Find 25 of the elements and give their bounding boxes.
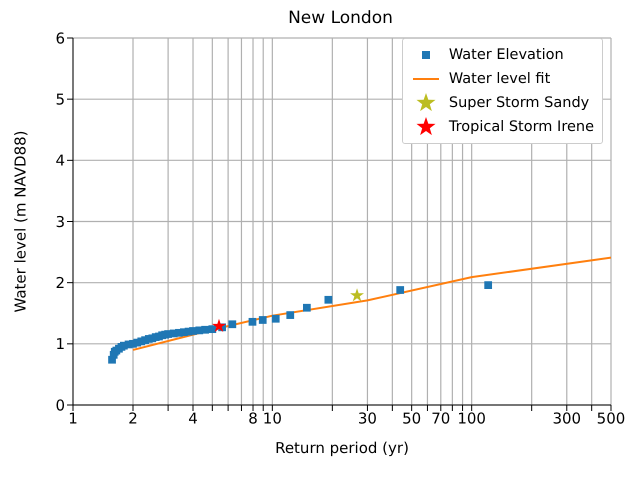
x-tick-label: 50 <box>402 410 422 428</box>
y-tick-label: 6 <box>55 29 65 48</box>
y-tick-label: 3 <box>55 212 65 231</box>
y-tick-label: 1 <box>55 335 65 354</box>
y-tick-label: 0 <box>55 396 65 414</box>
x-tick-label: 70 <box>431 410 450 428</box>
x-tick-label: 30 <box>358 410 377 428</box>
x-tick-label: 300 <box>552 410 582 428</box>
x-tick-label: 4 <box>188 410 198 428</box>
x-tick-label: 100 <box>457 410 486 428</box>
legend-label: Water level fit <box>448 71 550 87</box>
x-tick-label: 8 <box>248 410 258 428</box>
y-tick-label: 4 <box>55 152 65 170</box>
y-axis-title: Water level (m NAVD88) <box>11 130 30 313</box>
x-tick-label: 500 <box>596 410 626 428</box>
y-tick-label: 5 <box>55 90 65 108</box>
legend-label: Water Elevation <box>448 47 564 63</box>
legend-label: Super Storm Sandy <box>448 95 590 111</box>
x-axis-title: Return period (yr) <box>275 439 409 457</box>
legend-label: Tropical Storm Irene <box>448 119 594 135</box>
x-tick-label: 10 <box>262 410 282 428</box>
y-tick-label: 2 <box>55 274 65 292</box>
x-tick-label: 2 <box>128 410 138 428</box>
chart-title: New London <box>287 8 394 30</box>
x-tick-label: 1 <box>68 410 78 428</box>
